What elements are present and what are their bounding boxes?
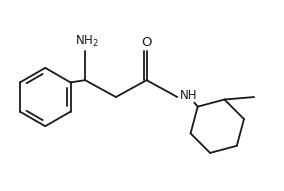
Text: NH$_2$: NH$_2$ [75, 34, 99, 49]
Text: O: O [141, 36, 152, 49]
Text: NH: NH [180, 89, 197, 102]
